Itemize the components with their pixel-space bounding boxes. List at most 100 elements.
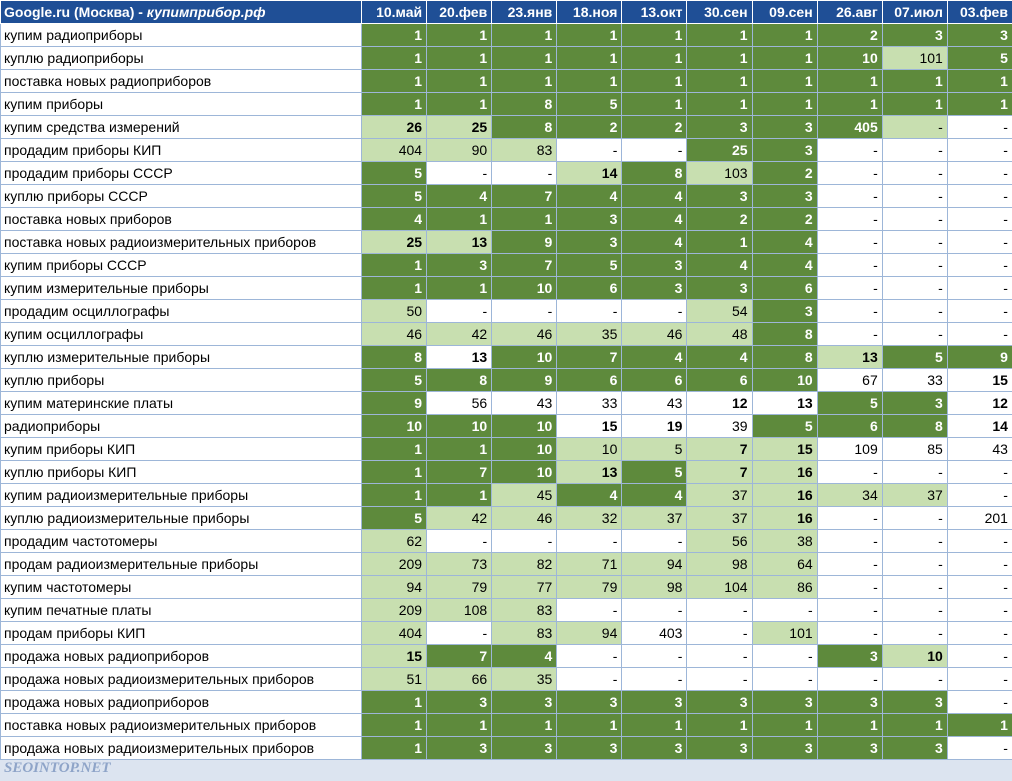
position-cell[interactable]: - bbox=[816, 460, 883, 484]
position-cell[interactable]: 103 bbox=[686, 161, 753, 185]
position-cell[interactable]: 7 bbox=[426, 644, 493, 668]
position-cell[interactable]: - bbox=[621, 667, 688, 691]
position-cell[interactable]: 6 bbox=[751, 276, 818, 300]
position-cell[interactable]: 10 bbox=[816, 46, 883, 70]
position-cell[interactable]: 10 bbox=[491, 414, 558, 438]
position-cell[interactable]: 56 bbox=[426, 391, 493, 415]
position-cell[interactable]: 4 bbox=[491, 644, 558, 668]
position-cell[interactable]: 101 bbox=[751, 621, 818, 645]
position-cell[interactable]: 1 bbox=[360, 69, 428, 93]
position-cell[interactable]: - bbox=[881, 115, 948, 139]
position-cell[interactable]: 10 bbox=[491, 345, 558, 369]
position-cell[interactable]: 3 bbox=[946, 23, 1012, 47]
position-cell[interactable]: 101 bbox=[881, 46, 948, 70]
position-cell[interactable]: 201 bbox=[946, 506, 1012, 530]
position-cell[interactable]: 1 bbox=[816, 92, 883, 116]
keyword-cell[interactable]: радиоприборы bbox=[0, 414, 362, 438]
position-cell[interactable]: - bbox=[946, 207, 1012, 231]
position-cell[interactable]: 13 bbox=[556, 460, 623, 484]
position-cell[interactable]: 2 bbox=[686, 207, 753, 231]
position-cell[interactable]: 94 bbox=[360, 575, 428, 599]
position-cell[interactable]: 1 bbox=[621, 69, 688, 93]
position-cell[interactable]: 104 bbox=[686, 575, 753, 599]
position-cell[interactable]: 4 bbox=[621, 483, 688, 507]
position-cell[interactable]: 108 bbox=[426, 598, 493, 622]
position-cell[interactable]: 25 bbox=[426, 115, 493, 139]
position-cell[interactable]: 9 bbox=[360, 391, 428, 415]
position-cell[interactable]: 4 bbox=[621, 345, 688, 369]
position-cell[interactable]: - bbox=[686, 644, 753, 668]
position-cell[interactable]: 3 bbox=[686, 276, 753, 300]
position-cell[interactable]: - bbox=[426, 621, 493, 645]
position-cell[interactable]: 33 bbox=[881, 368, 948, 392]
position-cell[interactable]: 83 bbox=[491, 598, 558, 622]
position-cell[interactable]: - bbox=[621, 644, 688, 668]
position-cell[interactable]: - bbox=[881, 529, 948, 553]
position-cell[interactable]: 54 bbox=[686, 299, 753, 323]
position-cell[interactable]: 12 bbox=[946, 391, 1012, 415]
position-cell[interactable]: 42 bbox=[426, 322, 493, 346]
position-cell[interactable]: 6 bbox=[556, 276, 623, 300]
position-cell[interactable]: - bbox=[816, 207, 883, 231]
position-cell[interactable]: 1 bbox=[751, 46, 818, 70]
position-cell[interactable]: 4 bbox=[686, 253, 753, 277]
position-cell[interactable]: 9 bbox=[946, 345, 1012, 369]
position-cell[interactable]: 1 bbox=[686, 69, 753, 93]
position-cell[interactable]: 98 bbox=[621, 575, 688, 599]
position-cell[interactable]: 15 bbox=[556, 414, 623, 438]
position-cell[interactable]: 1 bbox=[751, 69, 818, 93]
position-cell[interactable]: 403 bbox=[621, 621, 688, 645]
position-cell[interactable]: 2 bbox=[556, 115, 623, 139]
position-cell[interactable]: - bbox=[621, 529, 688, 553]
position-cell[interactable]: 35 bbox=[556, 322, 623, 346]
position-cell[interactable]: 8 bbox=[491, 92, 558, 116]
position-cell[interactable]: - bbox=[816, 230, 883, 254]
position-cell[interactable]: 8 bbox=[360, 345, 428, 369]
position-cell[interactable]: 6 bbox=[816, 414, 883, 438]
position-cell[interactable]: 56 bbox=[686, 529, 753, 553]
position-cell[interactable]: 3 bbox=[751, 138, 818, 162]
keyword-cell[interactable]: продадим приборы КИП bbox=[0, 138, 362, 162]
position-cell[interactable]: 1 bbox=[686, 92, 753, 116]
position-cell[interactable]: 5 bbox=[816, 391, 883, 415]
position-cell[interactable]: - bbox=[946, 575, 1012, 599]
keyword-cell[interactable]: продадим приборы СССР bbox=[0, 161, 362, 185]
position-cell[interactable]: - bbox=[816, 621, 883, 645]
position-cell[interactable]: 62 bbox=[360, 529, 428, 553]
position-cell[interactable]: 1 bbox=[360, 690, 428, 714]
date-header[interactable]: 09.сен bbox=[751, 0, 818, 24]
position-cell[interactable]: - bbox=[816, 184, 883, 208]
position-cell[interactable]: - bbox=[686, 621, 753, 645]
position-cell[interactable]: 4 bbox=[556, 184, 623, 208]
position-cell[interactable]: 6 bbox=[556, 368, 623, 392]
position-cell[interactable]: - bbox=[556, 644, 623, 668]
position-cell[interactable]: 5 bbox=[556, 253, 623, 277]
keyword-cell[interactable]: куплю радиоизмерительные приборы bbox=[0, 506, 362, 530]
position-cell[interactable]: 10 bbox=[491, 437, 558, 461]
position-cell[interactable]: 3 bbox=[881, 23, 948, 47]
position-cell[interactable]: 3 bbox=[426, 253, 493, 277]
keyword-cell[interactable]: продадим осциллографы bbox=[0, 299, 362, 323]
position-cell[interactable]: 85 bbox=[881, 437, 948, 461]
keyword-cell[interactable]: куплю измерительные приборы bbox=[0, 345, 362, 369]
position-cell[interactable]: 1 bbox=[556, 46, 623, 70]
position-cell[interactable]: 9 bbox=[491, 230, 558, 254]
position-cell[interactable]: - bbox=[946, 230, 1012, 254]
position-cell[interactable]: 46 bbox=[491, 322, 558, 346]
position-cell[interactable]: - bbox=[946, 621, 1012, 645]
position-cell[interactable]: 2 bbox=[621, 115, 688, 139]
position-cell[interactable]: 8 bbox=[491, 115, 558, 139]
keyword-cell[interactable]: куплю радиоприборы bbox=[0, 46, 362, 70]
position-cell[interactable]: 34 bbox=[816, 483, 883, 507]
position-cell[interactable]: 1 bbox=[621, 46, 688, 70]
position-cell[interactable]: 1 bbox=[360, 713, 428, 737]
position-cell[interactable]: 12 bbox=[686, 391, 753, 415]
position-cell[interactable]: - bbox=[946, 483, 1012, 507]
position-cell[interactable]: - bbox=[946, 276, 1012, 300]
position-cell[interactable]: 66 bbox=[426, 667, 493, 691]
position-cell[interactable]: - bbox=[946, 115, 1012, 139]
position-cell[interactable]: 3 bbox=[426, 736, 493, 760]
position-cell[interactable]: 1 bbox=[556, 69, 623, 93]
position-cell[interactable]: 43 bbox=[621, 391, 688, 415]
position-cell[interactable]: - bbox=[881, 322, 948, 346]
